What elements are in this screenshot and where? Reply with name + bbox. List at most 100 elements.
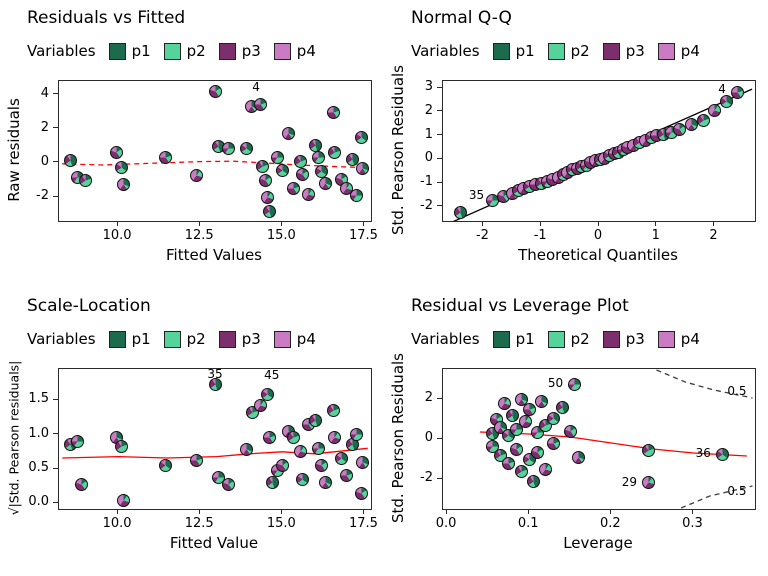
point-label-annotation: 4 — [252, 80, 260, 95]
point-label-annotation: 4 — [718, 81, 726, 96]
point-label-annotation: 36 — [695, 446, 711, 461]
legend: Variables p1 p2 p3 p4 — [27, 42, 316, 60]
pie-glyph-point — [318, 476, 332, 490]
x-axis-label: Fitted Values — [166, 246, 262, 264]
x-tick-label: 12.5 — [184, 516, 214, 531]
panel-residuals-vs-fitted: Residuals vs Fitted Variables p1 p2 p3 p4 Ra… — [0, 0, 384, 288]
y-tick-label: 1.0 — [28, 425, 49, 441]
panel-residual-vs-leverage: Residual vs Leverage Plot Variables p1 p2 p… — [384, 288, 768, 576]
x-tick-mark — [713, 221, 715, 226]
pie-glyph-point — [116, 493, 130, 507]
x-tick-label: 2 — [709, 228, 718, 243]
pie-glyph-point — [339, 182, 353, 196]
y-tick-label: 4 — [40, 85, 49, 101]
pie-glyph-point — [190, 169, 204, 183]
legend-item-label: p1 — [515, 330, 535, 348]
legend-item-p4: p4 — [273, 42, 316, 60]
pie-glyph-point — [349, 188, 363, 202]
pie-glyph-point — [506, 408, 520, 422]
panel-title: Scale-Location — [27, 296, 151, 316]
point-label-annotation: 50 — [547, 376, 564, 391]
pie-glyph-point — [295, 167, 309, 181]
legend-swatch-icon — [273, 42, 291, 60]
pie-glyph-point — [261, 190, 275, 204]
pie-glyph-point — [502, 456, 516, 470]
y-tick-label: 0 — [424, 430, 433, 445]
pie-glyph-point — [684, 118, 698, 132]
pie-glyph-point — [708, 104, 722, 118]
pie-glyph-point — [641, 443, 655, 457]
y-tick-label: 2 — [424, 390, 433, 405]
pie-glyph-point — [719, 94, 733, 108]
pie-glyph-point — [114, 440, 128, 454]
legend-item-label: p3 — [241, 330, 261, 348]
x-tick-mark — [527, 509, 529, 514]
y-tick-mark — [53, 161, 58, 163]
x-tick-label: 10.0 — [102, 228, 132, 243]
pie-glyph-point — [295, 472, 309, 486]
pie-glyph-point — [547, 411, 561, 425]
y-tick-label: -2 — [36, 188, 49, 204]
y-tick-label: -2 — [420, 197, 433, 213]
y-tick-mark — [53, 501, 58, 503]
pie-glyph-point — [539, 462, 553, 476]
legend-item-label: p1 — [131, 330, 151, 348]
x-tick-label: 10.0 — [102, 516, 132, 531]
pie-glyph-point — [256, 159, 270, 173]
x-tick-label: 0 — [593, 228, 603, 243]
pie-glyph-point — [346, 153, 360, 167]
y-tick-mark — [437, 205, 442, 207]
trend-lines — [62, 447, 368, 459]
legend-swatch-icon — [108, 330, 126, 348]
point-label-annotation: 0.5 — [727, 484, 747, 498]
legend-item-label: p2 — [186, 330, 206, 348]
y-tick-mark — [437, 477, 442, 479]
y-tick-mark — [437, 181, 442, 183]
pie-glyph-point — [453, 206, 467, 220]
pie-glyph-point — [239, 443, 253, 457]
legend-swatch-icon — [273, 330, 291, 348]
legend-swatch-icon — [602, 42, 620, 60]
legend-swatch-icon — [163, 330, 181, 348]
point-label-annotation: 35 — [468, 187, 485, 202]
point-label-annotation: 45 — [264, 368, 280, 383]
pie-glyph-point — [116, 177, 130, 191]
legend-item-p4: p4 — [657, 330, 700, 348]
y-axis-label: Raw residuals — [5, 98, 23, 202]
plot-area: 35 4 — [442, 80, 756, 222]
x-tick-mark — [116, 221, 118, 226]
legend-swatch-icon — [547, 42, 565, 60]
pie-glyph-point — [514, 392, 528, 406]
x-tick-mark — [445, 509, 447, 514]
pie-glyph-point — [75, 477, 89, 491]
pie-glyph-point — [159, 151, 173, 165]
pie-glyph-point — [315, 459, 329, 473]
legend-swatch-icon — [108, 42, 126, 60]
pie-glyph-point — [485, 439, 499, 453]
legend-swatch-icon — [163, 42, 181, 60]
pie-glyph-point — [349, 428, 363, 442]
legend-swatch-icon — [657, 42, 675, 60]
pie-glyph-point — [518, 414, 532, 428]
legend-item-p3: p3 — [218, 42, 261, 60]
pie-glyph-point — [261, 388, 275, 402]
legend-item-p2: p2 — [547, 330, 590, 348]
pie-glyph-point — [63, 153, 77, 167]
pie-glyph-point — [302, 188, 316, 202]
panel-title: Residual vs Leverage Plot — [411, 296, 629, 316]
legend-item-p3: p3 — [602, 330, 645, 348]
pie-glyph-point — [328, 431, 342, 445]
x-tick-label: 0.2 — [599, 516, 621, 531]
y-tick-mark — [437, 437, 442, 439]
y-tick-label: 0.5 — [28, 460, 49, 475]
pie-glyph-point — [293, 445, 307, 459]
pie-glyph-point — [221, 141, 235, 155]
legend-item-p4: p4 — [657, 42, 700, 60]
pie-glyph-point — [522, 402, 536, 416]
pie-glyph-point — [567, 377, 581, 391]
y-tick-mark — [437, 397, 442, 399]
legend-item-label: p4 — [680, 330, 700, 348]
legend-item-label: p2 — [570, 42, 590, 60]
x-tick-label: 0.0 — [435, 516, 457, 531]
pie-glyph-point — [326, 403, 340, 417]
